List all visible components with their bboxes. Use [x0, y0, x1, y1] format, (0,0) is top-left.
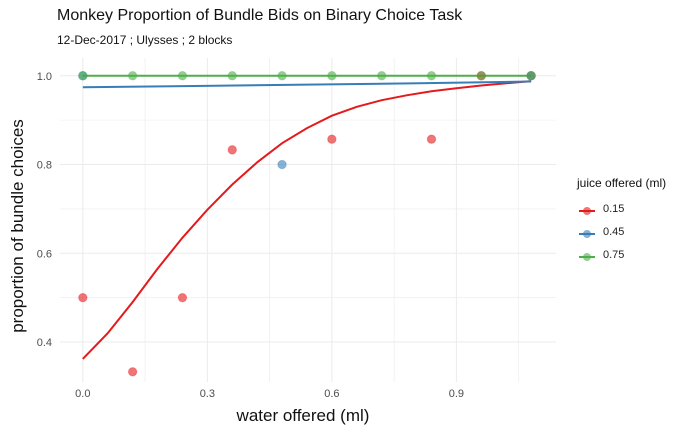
y-tick-label: 0.4	[37, 337, 52, 349]
legend-key	[579, 207, 595, 215]
data-point-0.45	[277, 159, 287, 170]
data-point-0.75	[127, 71, 138, 81]
fit-line-0.45	[82, 80, 532, 89]
x-tick-label: 0.9	[449, 388, 464, 400]
data-point-0.15	[127, 367, 138, 377]
legend-title: juice offered (ml)	[577, 176, 667, 190]
data-point-0.15	[177, 292, 188, 303]
chart-subtitle: 12-Dec-2017 ; Ulysses ; 2 blocks	[57, 33, 233, 47]
x-tick-label: 0.0	[75, 388, 90, 400]
legend-label: 0.15	[603, 203, 625, 215]
data-point-0.15	[78, 292, 88, 303]
fit-line-0.15	[82, 80, 532, 360]
data-point-0.75	[476, 71, 486, 81]
legend-label: 0.75	[603, 249, 625, 261]
x-tick-label: 0.6	[324, 388, 339, 400]
data-point-0.75	[177, 71, 188, 81]
x-axis-ticks: 0.0 0.3 0.6 0.9	[75, 388, 464, 400]
legend-items: 0.15 0.45 0.75	[577, 200, 666, 269]
legend-item-0.45: 0.45	[577, 223, 666, 246]
legend-item-0.15: 0.15	[577, 200, 666, 223]
data-point-0.15	[327, 134, 337, 144]
y-axis-label: proportion of bundle choices	[8, 119, 27, 333]
y-tick-label: 0.6	[37, 248, 52, 260]
data-point-0.75	[426, 71, 437, 81]
grid-lines	[60, 58, 556, 382]
legend-label: 0.45	[603, 226, 625, 238]
y-axis-ticks: 0.4 0.6 0.8 1.0	[37, 71, 52, 349]
y-tick-label: 1.0	[37, 71, 52, 83]
data-points	[78, 71, 536, 377]
data-point-0.75	[526, 71, 536, 81]
chart-title: Monkey Proportion of Bundle Bids on Bina…	[57, 7, 463, 24]
data-point-0.75	[327, 71, 337, 81]
legend-key	[579, 253, 595, 261]
data-point-0.75	[78, 71, 88, 81]
data-point-0.75	[376, 71, 387, 81]
data-point-0.75	[227, 71, 237, 81]
x-tick-label: 0.3	[200, 388, 215, 400]
y-tick-label: 0.8	[37, 160, 52, 172]
legend: juice offered (ml) 0.15 0.45 0.75	[577, 176, 666, 269]
data-point-0.15	[227, 145, 237, 155]
legend-item-0.75: 0.75	[577, 246, 666, 269]
data-point-0.15	[426, 134, 437, 144]
fit-lines	[82, 74, 532, 360]
data-point-0.75	[277, 71, 287, 81]
x-axis-label: water offered (ml)	[236, 406, 370, 425]
legend-key	[579, 230, 595, 238]
